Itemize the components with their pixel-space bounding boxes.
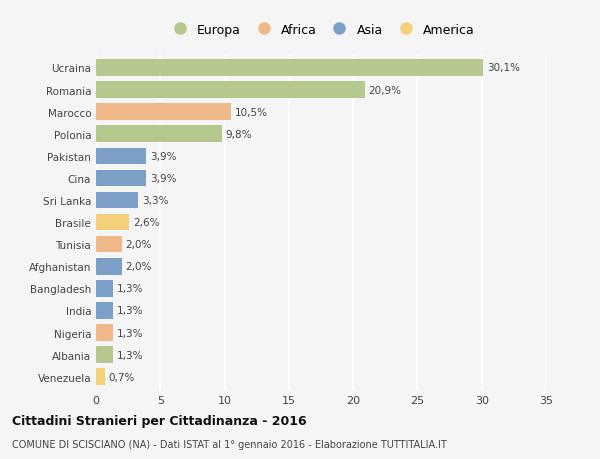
Bar xyxy=(96,258,122,275)
Bar xyxy=(96,347,113,363)
Bar xyxy=(96,214,130,231)
Bar xyxy=(96,302,113,319)
Bar xyxy=(96,148,146,165)
Bar xyxy=(96,60,483,77)
Legend: Europa, Africa, Asia, America: Europa, Africa, Asia, America xyxy=(164,21,478,39)
Bar xyxy=(96,192,139,209)
Text: 20,9%: 20,9% xyxy=(368,85,401,95)
Text: 1,3%: 1,3% xyxy=(116,284,143,294)
Text: 0,7%: 0,7% xyxy=(109,372,135,382)
Bar xyxy=(96,170,146,187)
Bar xyxy=(96,82,365,99)
Text: 1,3%: 1,3% xyxy=(116,328,143,338)
Text: Cittadini Stranieri per Cittadinanza - 2016: Cittadini Stranieri per Cittadinanza - 2… xyxy=(12,414,307,428)
Text: 2,0%: 2,0% xyxy=(125,240,152,250)
Text: 2,0%: 2,0% xyxy=(125,262,152,272)
Bar xyxy=(96,236,122,253)
Text: 3,9%: 3,9% xyxy=(150,151,176,162)
Text: 1,3%: 1,3% xyxy=(116,306,143,316)
Text: 3,3%: 3,3% xyxy=(142,196,169,206)
Text: 30,1%: 30,1% xyxy=(487,63,520,73)
Text: 3,9%: 3,9% xyxy=(150,174,176,184)
Bar xyxy=(96,325,113,341)
Text: 10,5%: 10,5% xyxy=(235,107,268,118)
Bar xyxy=(96,104,231,121)
Text: COMUNE DI SCISCIANO (NA) - Dati ISTAT al 1° gennaio 2016 - Elaborazione TUTTITAL: COMUNE DI SCISCIANO (NA) - Dati ISTAT al… xyxy=(12,440,447,449)
Text: 9,8%: 9,8% xyxy=(226,129,253,140)
Bar xyxy=(96,369,105,385)
Bar xyxy=(96,280,113,297)
Text: 1,3%: 1,3% xyxy=(116,350,143,360)
Bar xyxy=(96,126,222,143)
Text: 2,6%: 2,6% xyxy=(133,218,160,228)
